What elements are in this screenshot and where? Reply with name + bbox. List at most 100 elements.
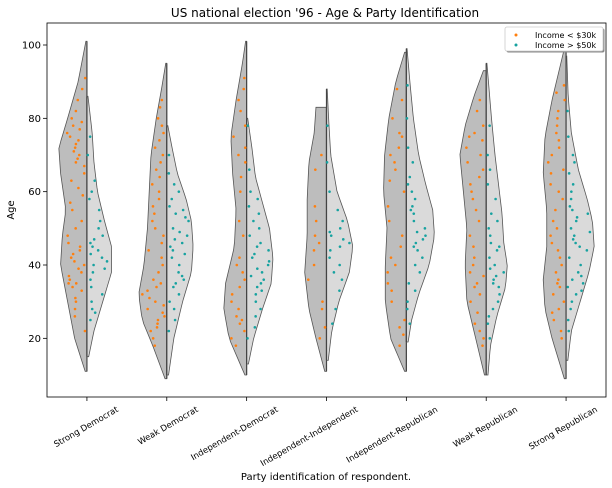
data-point (162, 234, 165, 237)
data-point (338, 289, 341, 292)
data-point (497, 245, 501, 248)
data-point (173, 318, 177, 322)
violin-right-4 (405, 48, 435, 343)
data-point (394, 168, 397, 171)
data-point (552, 318, 556, 322)
data-point (468, 234, 472, 237)
data-point (158, 106, 162, 109)
data-point (473, 322, 477, 325)
data-point (180, 241, 184, 245)
data-point (101, 234, 104, 237)
data-point (260, 289, 264, 292)
data-point (488, 234, 492, 237)
data-point (581, 282, 585, 285)
y-tick-label: 40 (28, 261, 41, 272)
data-point (239, 109, 242, 113)
data-point (250, 256, 254, 259)
data-point (68, 201, 72, 204)
data-point (243, 146, 247, 149)
data-point (412, 212, 416, 215)
data-point (560, 263, 563, 267)
data-point (172, 307, 176, 311)
data-point (498, 293, 501, 296)
data-point (491, 282, 495, 285)
data-point (562, 84, 566, 87)
data-point (70, 117, 74, 120)
data-point (563, 98, 566, 102)
data-point (562, 300, 566, 303)
data-point (81, 194, 85, 197)
data-point (257, 227, 261, 230)
data-point (243, 124, 247, 127)
data-point (92, 238, 96, 241)
data-point (557, 307, 561, 311)
data-point (418, 271, 422, 274)
legend-marker (514, 43, 518, 47)
data-point (475, 109, 479, 113)
data-point (103, 267, 106, 270)
data-point (262, 278, 266, 281)
data-point (74, 142, 78, 146)
data-point (154, 168, 158, 171)
y-tick-label: 100 (22, 41, 41, 52)
data-point (161, 263, 164, 267)
data-point (467, 135, 471, 138)
data-point (338, 245, 342, 248)
data-point (328, 190, 331, 193)
data-point (68, 278, 72, 281)
data-point (235, 315, 238, 318)
data-point (253, 326, 257, 329)
data-point (566, 318, 570, 322)
data-point (571, 153, 575, 157)
data-point (254, 300, 258, 303)
data-point (148, 296, 151, 300)
data-point (487, 227, 490, 230)
data-point (413, 289, 417, 292)
data-point (97, 227, 100, 230)
data-point (550, 241, 554, 245)
data-point (406, 300, 409, 303)
data-point (234, 344, 238, 347)
data-point (492, 278, 495, 281)
data-point (247, 205, 251, 208)
data-point (556, 249, 560, 252)
data-point (408, 322, 412, 325)
data-point (71, 208, 74, 212)
data-point (168, 205, 171, 208)
data-point (413, 263, 417, 267)
data-point (394, 263, 397, 267)
data-point (247, 168, 251, 171)
data-point (167, 172, 171, 175)
y-tick-label: 80 (28, 114, 41, 125)
data-point (73, 307, 77, 311)
data-point (560, 337, 563, 340)
data-point (153, 146, 157, 149)
data-point (163, 315, 166, 318)
data-point (71, 124, 75, 127)
data-point (157, 197, 161, 201)
violin-right-3 (326, 88, 353, 361)
data-point (153, 212, 156, 215)
data-point (502, 271, 506, 274)
data-point (230, 300, 233, 303)
data-point (398, 131, 401, 135)
data-point (83, 329, 87, 333)
legend-label: Income < $30k (535, 31, 596, 40)
data-point (82, 263, 86, 267)
data-point (185, 234, 189, 237)
data-point (171, 249, 175, 252)
data-point (585, 249, 589, 252)
data-point (338, 227, 342, 230)
data-point (314, 168, 317, 171)
data-point (473, 285, 476, 289)
data-point (471, 197, 475, 201)
data-point (96, 249, 100, 252)
data-point (162, 304, 165, 307)
data-point (569, 197, 573, 201)
violin-group (58, 40, 595, 380)
data-point (82, 172, 86, 175)
data-point (403, 318, 406, 322)
data-point (557, 278, 560, 281)
data-point (246, 337, 249, 340)
data-point (412, 245, 416, 248)
